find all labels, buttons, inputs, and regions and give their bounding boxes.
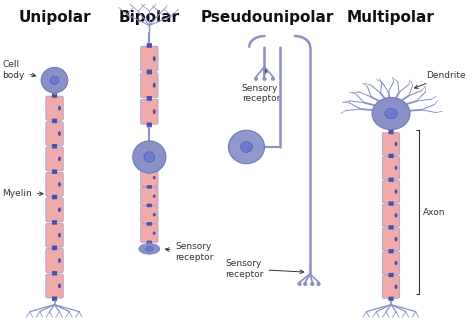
Text: Unipolar: Unipolar: [18, 10, 91, 25]
FancyBboxPatch shape: [147, 69, 152, 74]
FancyBboxPatch shape: [383, 276, 400, 298]
FancyBboxPatch shape: [389, 249, 393, 253]
FancyBboxPatch shape: [383, 204, 400, 227]
Ellipse shape: [144, 152, 155, 162]
FancyBboxPatch shape: [389, 154, 393, 158]
FancyBboxPatch shape: [389, 225, 393, 229]
FancyBboxPatch shape: [383, 156, 400, 179]
FancyBboxPatch shape: [147, 241, 152, 244]
Text: Multipolar: Multipolar: [347, 10, 435, 25]
Text: Bipolar: Bipolar: [119, 10, 180, 25]
FancyBboxPatch shape: [46, 147, 63, 171]
Ellipse shape: [310, 282, 315, 286]
FancyBboxPatch shape: [147, 167, 152, 170]
Ellipse shape: [394, 213, 397, 218]
Ellipse shape: [317, 282, 320, 286]
FancyBboxPatch shape: [46, 223, 63, 247]
FancyBboxPatch shape: [52, 271, 57, 276]
Ellipse shape: [133, 141, 166, 173]
Ellipse shape: [241, 142, 252, 152]
Ellipse shape: [394, 189, 397, 194]
Ellipse shape: [58, 157, 61, 161]
FancyBboxPatch shape: [383, 252, 400, 275]
Ellipse shape: [394, 142, 397, 146]
FancyBboxPatch shape: [141, 168, 158, 187]
FancyBboxPatch shape: [52, 220, 57, 225]
Ellipse shape: [394, 237, 397, 241]
FancyBboxPatch shape: [389, 273, 393, 277]
FancyBboxPatch shape: [141, 72, 158, 98]
Ellipse shape: [58, 284, 61, 288]
Ellipse shape: [41, 67, 68, 93]
FancyBboxPatch shape: [52, 245, 57, 250]
Ellipse shape: [153, 194, 155, 198]
FancyBboxPatch shape: [389, 201, 393, 206]
FancyBboxPatch shape: [147, 222, 152, 226]
Ellipse shape: [58, 207, 61, 212]
Text: Sensory
receptor: Sensory receptor: [242, 69, 280, 103]
Text: Cell
body: Cell body: [2, 60, 36, 80]
Text: Dendrite: Dendrite: [415, 71, 466, 89]
FancyBboxPatch shape: [141, 205, 158, 224]
Ellipse shape: [153, 176, 155, 179]
FancyBboxPatch shape: [141, 99, 158, 124]
FancyBboxPatch shape: [383, 180, 400, 203]
FancyBboxPatch shape: [383, 228, 400, 251]
FancyBboxPatch shape: [46, 198, 63, 222]
Ellipse shape: [385, 108, 397, 119]
FancyBboxPatch shape: [52, 169, 57, 174]
FancyBboxPatch shape: [52, 144, 57, 149]
Text: Sensory
receptor: Sensory receptor: [225, 259, 304, 279]
FancyBboxPatch shape: [147, 204, 152, 207]
FancyBboxPatch shape: [147, 123, 152, 127]
FancyBboxPatch shape: [147, 96, 152, 101]
FancyBboxPatch shape: [46, 122, 63, 146]
FancyBboxPatch shape: [52, 296, 57, 301]
Ellipse shape: [153, 56, 155, 61]
Ellipse shape: [228, 130, 264, 164]
Text: Axon: Axon: [423, 208, 445, 216]
FancyBboxPatch shape: [52, 93, 57, 98]
FancyBboxPatch shape: [141, 46, 158, 71]
Ellipse shape: [58, 131, 61, 136]
Ellipse shape: [153, 231, 155, 235]
Ellipse shape: [139, 243, 160, 254]
Ellipse shape: [262, 77, 266, 81]
Ellipse shape: [394, 285, 397, 289]
Ellipse shape: [153, 213, 155, 216]
Text: Myelin: Myelin: [2, 189, 43, 198]
Ellipse shape: [254, 77, 258, 81]
FancyBboxPatch shape: [389, 297, 393, 301]
FancyBboxPatch shape: [383, 133, 400, 155]
Ellipse shape: [153, 109, 155, 114]
Ellipse shape: [394, 261, 397, 265]
Ellipse shape: [58, 233, 61, 237]
Ellipse shape: [153, 83, 155, 88]
FancyBboxPatch shape: [46, 172, 63, 196]
FancyBboxPatch shape: [147, 43, 152, 48]
FancyBboxPatch shape: [52, 195, 57, 199]
Ellipse shape: [58, 106, 61, 111]
Ellipse shape: [146, 246, 153, 251]
Ellipse shape: [303, 282, 307, 286]
Ellipse shape: [298, 282, 301, 286]
FancyBboxPatch shape: [147, 185, 152, 189]
FancyBboxPatch shape: [389, 130, 393, 134]
Ellipse shape: [58, 258, 61, 263]
FancyBboxPatch shape: [46, 274, 63, 298]
Ellipse shape: [372, 98, 410, 130]
Ellipse shape: [58, 182, 61, 187]
Ellipse shape: [50, 76, 59, 84]
FancyBboxPatch shape: [389, 178, 393, 182]
FancyBboxPatch shape: [52, 119, 57, 123]
Text: Sensory
receptor: Sensory receptor: [165, 242, 214, 262]
FancyBboxPatch shape: [46, 96, 63, 120]
Ellipse shape: [271, 77, 275, 81]
FancyBboxPatch shape: [46, 248, 63, 273]
FancyBboxPatch shape: [141, 224, 158, 242]
FancyBboxPatch shape: [141, 187, 158, 205]
Text: Pseudounipolar: Pseudounipolar: [201, 10, 335, 25]
Ellipse shape: [394, 166, 397, 170]
